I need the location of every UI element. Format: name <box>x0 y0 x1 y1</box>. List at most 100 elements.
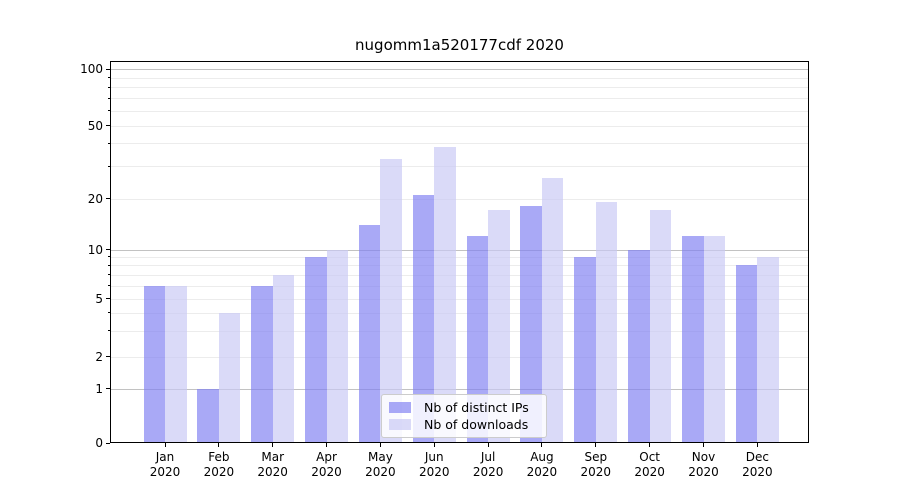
y-axis-label: 50 <box>87 118 103 133</box>
y-tick-mark <box>106 249 110 250</box>
x-axis-label: Mar 2020 <box>257 450 288 479</box>
y-axis-label: 100 <box>80 62 103 77</box>
x-axis-label: Oct 2020 <box>634 450 665 479</box>
x-axis-label: May 2020 <box>365 450 396 479</box>
bar-downloads <box>434 147 456 443</box>
major-gridline <box>110 69 809 71</box>
bar-distinct-ips <box>305 256 327 443</box>
y-tick-mark <box>106 68 110 70</box>
bar-downloads <box>488 210 510 443</box>
legend-label-distinct-ips: Nb of distinct IPs <box>424 400 529 415</box>
y-minor-tick-mark <box>108 256 110 258</box>
x-axis-label: Apr 2020 <box>311 450 342 479</box>
bar-distinct-ips <box>682 236 704 443</box>
legend-swatch-distinct-ips <box>389 402 411 413</box>
bar-distinct-ips <box>735 265 758 443</box>
bar-distinct-ips <box>628 249 650 443</box>
x-tick-mark <box>164 443 166 447</box>
minor-gridline <box>110 98 809 100</box>
y-minor-tick-mark <box>108 274 110 276</box>
bar-downloads <box>326 249 349 443</box>
minor-gridline <box>110 356 809 358</box>
y-axis-label: 2 <box>95 349 103 364</box>
y-axis-label: 1 <box>95 381 103 396</box>
x-axis-label: Dec 2020 <box>742 450 773 479</box>
y-axis-label: 10 <box>87 242 103 257</box>
bar-downloads <box>595 202 618 443</box>
x-axis-label: Jan 2020 <box>149 450 181 479</box>
y-minor-tick-mark <box>108 142 110 144</box>
minor-gridline <box>110 143 809 145</box>
y-tick-mark <box>106 298 110 299</box>
y-minor-tick-mark <box>108 86 110 88</box>
x-axis-label: Sep 2020 <box>580 450 612 479</box>
minor-gridline <box>110 265 809 267</box>
minor-gridline <box>110 312 809 314</box>
x-axis-label: Aug 2020 <box>526 450 558 479</box>
minor-gridline <box>110 298 809 300</box>
major-gridline <box>110 388 809 390</box>
minor-gridline <box>110 110 809 112</box>
bar-distinct-ips <box>143 285 165 443</box>
x-axis-label: Nov 2020 <box>688 450 719 479</box>
plot-area: Nb of distinct IPs Nb of downloads <box>110 61 809 443</box>
bar-downloads <box>649 210 672 443</box>
bar-downloads <box>165 285 187 443</box>
x-tick-mark <box>703 443 704 447</box>
x-tick-mark <box>272 443 274 447</box>
minor-gridline <box>110 125 809 127</box>
y-minor-tick-mark <box>108 97 110 99</box>
y-tick-mark <box>106 442 110 444</box>
minor-gridline <box>110 285 809 287</box>
x-tick-mark <box>595 443 597 447</box>
x-axis-label: Jun 2020 <box>418 450 450 479</box>
minor-gridline <box>110 87 809 89</box>
bar-distinct-ips <box>197 388 219 443</box>
minor-gridline <box>110 166 809 168</box>
legend-item-distinct-ips: Nb of distinct IPs <box>389 399 539 416</box>
x-tick-mark <box>756 443 758 447</box>
bar-downloads <box>380 158 402 443</box>
x-tick-mark <box>326 443 328 447</box>
x-tick-mark <box>433 443 435 447</box>
minor-gridline <box>110 274 809 276</box>
legend-item-downloads: Nb of downloads <box>389 416 539 433</box>
chart-title: nugomm1a520177cdf 2020 <box>355 36 564 54</box>
y-minor-tick-mark <box>108 110 110 112</box>
bar-distinct-ips <box>466 236 489 443</box>
bar-distinct-ips <box>358 224 381 443</box>
x-tick-mark <box>218 443 220 447</box>
bar-distinct-ips <box>251 285 273 443</box>
bar-downloads <box>272 274 295 443</box>
y-minor-tick-mark <box>108 330 110 332</box>
y-axis-label: 0 <box>95 436 103 450</box>
bar-downloads <box>703 236 725 443</box>
y-tick-mark <box>106 356 110 357</box>
y-minor-tick-mark <box>108 77 110 79</box>
y-minor-tick-mark <box>108 264 110 266</box>
y-minor-tick-mark <box>108 165 110 167</box>
y-tick-mark <box>106 198 110 199</box>
y-minor-tick-mark <box>108 312 110 314</box>
minor-gridline <box>110 77 809 79</box>
y-axis-label: 5 <box>95 291 103 306</box>
legend: Nb of distinct IPs Nb of downloads <box>381 394 547 438</box>
x-tick-mark <box>649 443 651 447</box>
minor-gridline <box>110 198 809 200</box>
bar-distinct-ips <box>412 194 435 443</box>
y-axis-label: 20 <box>87 191 103 206</box>
minor-gridline <box>110 256 809 258</box>
y-minor-tick-mark <box>108 285 110 287</box>
x-axis-label: Jul 2020 <box>472 450 504 479</box>
bar-distinct-ips <box>574 256 596 443</box>
major-gridline <box>110 249 809 251</box>
y-tick-mark <box>106 388 110 389</box>
y-tick-mark <box>106 125 110 126</box>
x-tick-mark <box>379 443 381 447</box>
bar-downloads <box>757 256 779 443</box>
legend-label-downloads: Nb of downloads <box>424 417 529 432</box>
x-tick-mark <box>487 443 489 447</box>
bar-downloads <box>541 177 564 443</box>
minor-gridline <box>110 330 809 332</box>
legend-swatch-downloads <box>389 419 411 430</box>
